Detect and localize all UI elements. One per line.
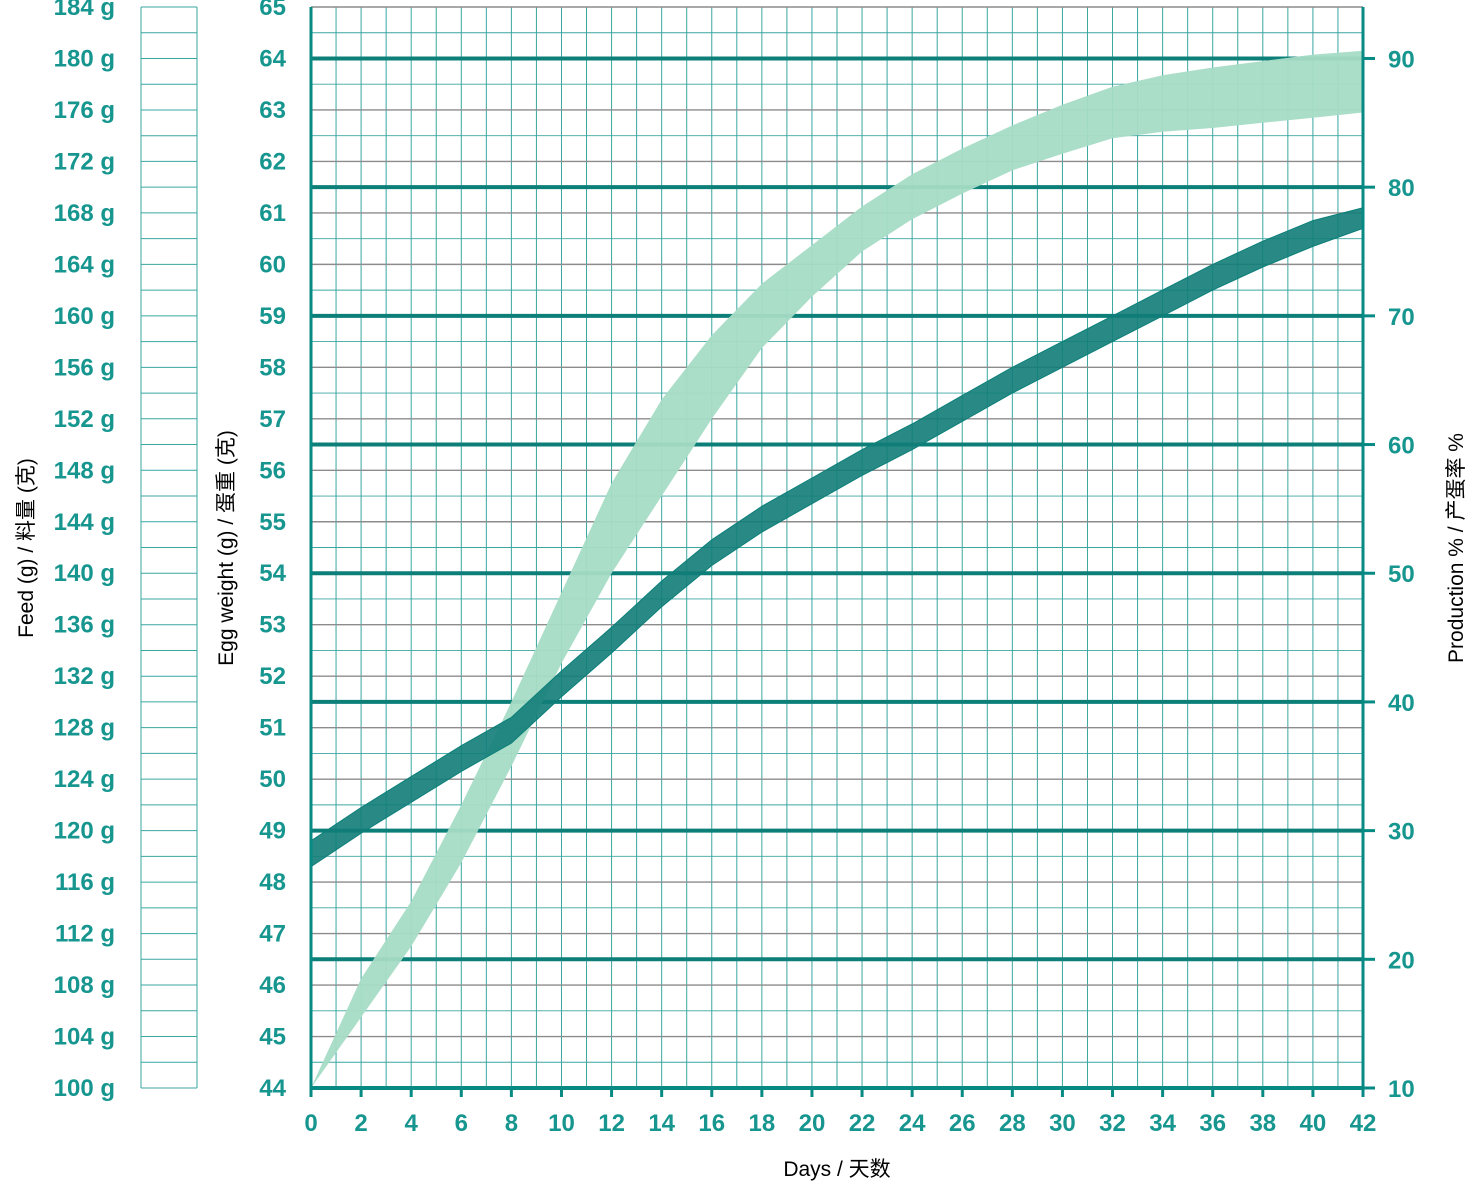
feed-axis-panel: [140, 6, 198, 1089]
x-tick-label: 40: [1300, 1110, 1327, 1137]
x-tick-label: 34: [1149, 1110, 1176, 1137]
x-tick-label: 0: [304, 1110, 317, 1137]
egg-weight-tick-label: 62: [259, 148, 286, 175]
egg-weight-tick-label: 54: [259, 560, 286, 587]
egg-weight-tick-label: 47: [259, 921, 286, 948]
egg-weight-tick-label: 52: [259, 663, 286, 690]
egg-weight-tick-label: 59: [259, 303, 286, 330]
egg-weight-tick-label: 44: [259, 1075, 286, 1102]
x-tick-label: 28: [999, 1110, 1026, 1137]
production-tick-label: 10: [1388, 1076, 1415, 1103]
egg-weight-band: [311, 207, 1363, 868]
production-tick-label: 90: [1388, 46, 1415, 73]
feed-tick-label: 132 g: [54, 663, 115, 690]
feed-tick-label: 104 g: [54, 1024, 115, 1051]
x-tick-label: 8: [505, 1110, 518, 1137]
tick-labels: 0 2 4 6 8 10 12 14 16 18 20 22 24 26 28 30 32 34 36 38 40 424…: [54, 0, 1415, 1137]
x-tick-label: 42: [1350, 1110, 1377, 1137]
feed-tick-label: 180 g: [54, 45, 115, 72]
x-tick-label: 22: [849, 1110, 876, 1137]
x-tick-label: 20: [799, 1110, 826, 1137]
egg-weight-tick-label: 56: [259, 457, 286, 484]
x-tick-label: 18: [749, 1110, 776, 1137]
egg-weight-tick-label: 57: [259, 406, 286, 433]
series-layer: [311, 50, 1363, 1088]
x-tick-label: 36: [1199, 1110, 1226, 1137]
egg-weight-tick-label: 49: [259, 818, 286, 845]
feed-tick-label: 184 g: [54, 0, 115, 21]
feed-tick-label: 116 g: [55, 869, 115, 896]
x-tick-label: 32: [1099, 1110, 1126, 1137]
production-tick-label: 60: [1388, 433, 1415, 460]
feed-tick-label: 124 g: [54, 766, 115, 793]
production-band: [311, 50, 1363, 1088]
egg-weight-tick-label: 46: [259, 972, 286, 999]
x-tick-label: 4: [405, 1110, 419, 1137]
production-tick-label: 70: [1388, 304, 1415, 331]
production-tick-label: 30: [1388, 819, 1415, 846]
feed-tick-label: 164 g: [54, 251, 115, 278]
feed-axis-title: Feed (g) / 料量 (克): [15, 458, 38, 638]
egg-weight-tick-label: 55: [259, 509, 286, 536]
axes: [309, 7, 1375, 1097]
x-tick-label: 26: [949, 1110, 976, 1137]
egg-weight-tick-label: 45: [259, 1024, 286, 1051]
feed-tick-label: 140 g: [54, 560, 115, 587]
egg-weight-tick-label: 51: [259, 715, 286, 742]
feed-tick-label: 120 g: [54, 818, 115, 845]
x-tick-label: 16: [698, 1110, 725, 1137]
feed-tick-label: 128 g: [54, 715, 115, 742]
feed-tick-label: 144 g: [54, 509, 115, 536]
feed-tick-label: 152 g: [54, 406, 115, 433]
x-tick-label: 12: [598, 1110, 625, 1137]
x-tick-label: 24: [899, 1110, 926, 1137]
egg-weight-tick-label: 50: [259, 766, 286, 793]
feed-tick-label: 156 g: [54, 354, 115, 381]
feed-tick-label: 172 g: [54, 148, 115, 175]
feed-tick-label: 100 g: [54, 1075, 115, 1102]
feed-tick-label: 112 g: [55, 921, 115, 948]
egg-weight-tick-label: 63: [259, 97, 286, 124]
production-tick-label: 50: [1388, 561, 1415, 588]
egg-weight-tick-label: 60: [259, 251, 286, 278]
egg-weight-tick-label: 58: [259, 354, 286, 381]
production-tick-label: 40: [1388, 690, 1415, 717]
feed-tick-label: 148 g: [54, 457, 115, 484]
feed-tick-label: 136 g: [54, 612, 115, 639]
x-tick-label: 38: [1249, 1110, 1276, 1137]
egg-weight-tick-label: 48: [259, 869, 286, 896]
x-tick-label: 30: [1049, 1110, 1076, 1137]
production-axis-title: Production % / 产蛋率 %: [1445, 433, 1468, 663]
x-tick-label: 2: [354, 1110, 367, 1137]
feed-tick-label: 160 g: [54, 303, 115, 330]
production-tick-label: 80: [1388, 175, 1415, 202]
feed-tick-label: 168 g: [54, 200, 115, 227]
egg-weight-tick-label: 65: [259, 0, 286, 21]
grid: [310, 6, 1364, 1089]
feed-tick-label: 108 g: [54, 972, 115, 999]
x-tick-label: 6: [455, 1110, 468, 1137]
egg-weight-tick-label: 61: [259, 200, 286, 227]
x-tick-label: 14: [648, 1110, 675, 1137]
egg-weight-axis-title: Egg weight (g) / 蛋重 (克): [215, 430, 238, 666]
feed-tick-label: 176 g: [54, 97, 115, 124]
egg-weight-tick-label: 64: [259, 45, 286, 72]
x-axis-title: Days / 天数: [783, 1158, 890, 1181]
egg-weight-tick-label: 53: [259, 612, 286, 639]
x-tick-label: 10: [548, 1110, 575, 1137]
production-tick-label: 20: [1388, 947, 1415, 974]
